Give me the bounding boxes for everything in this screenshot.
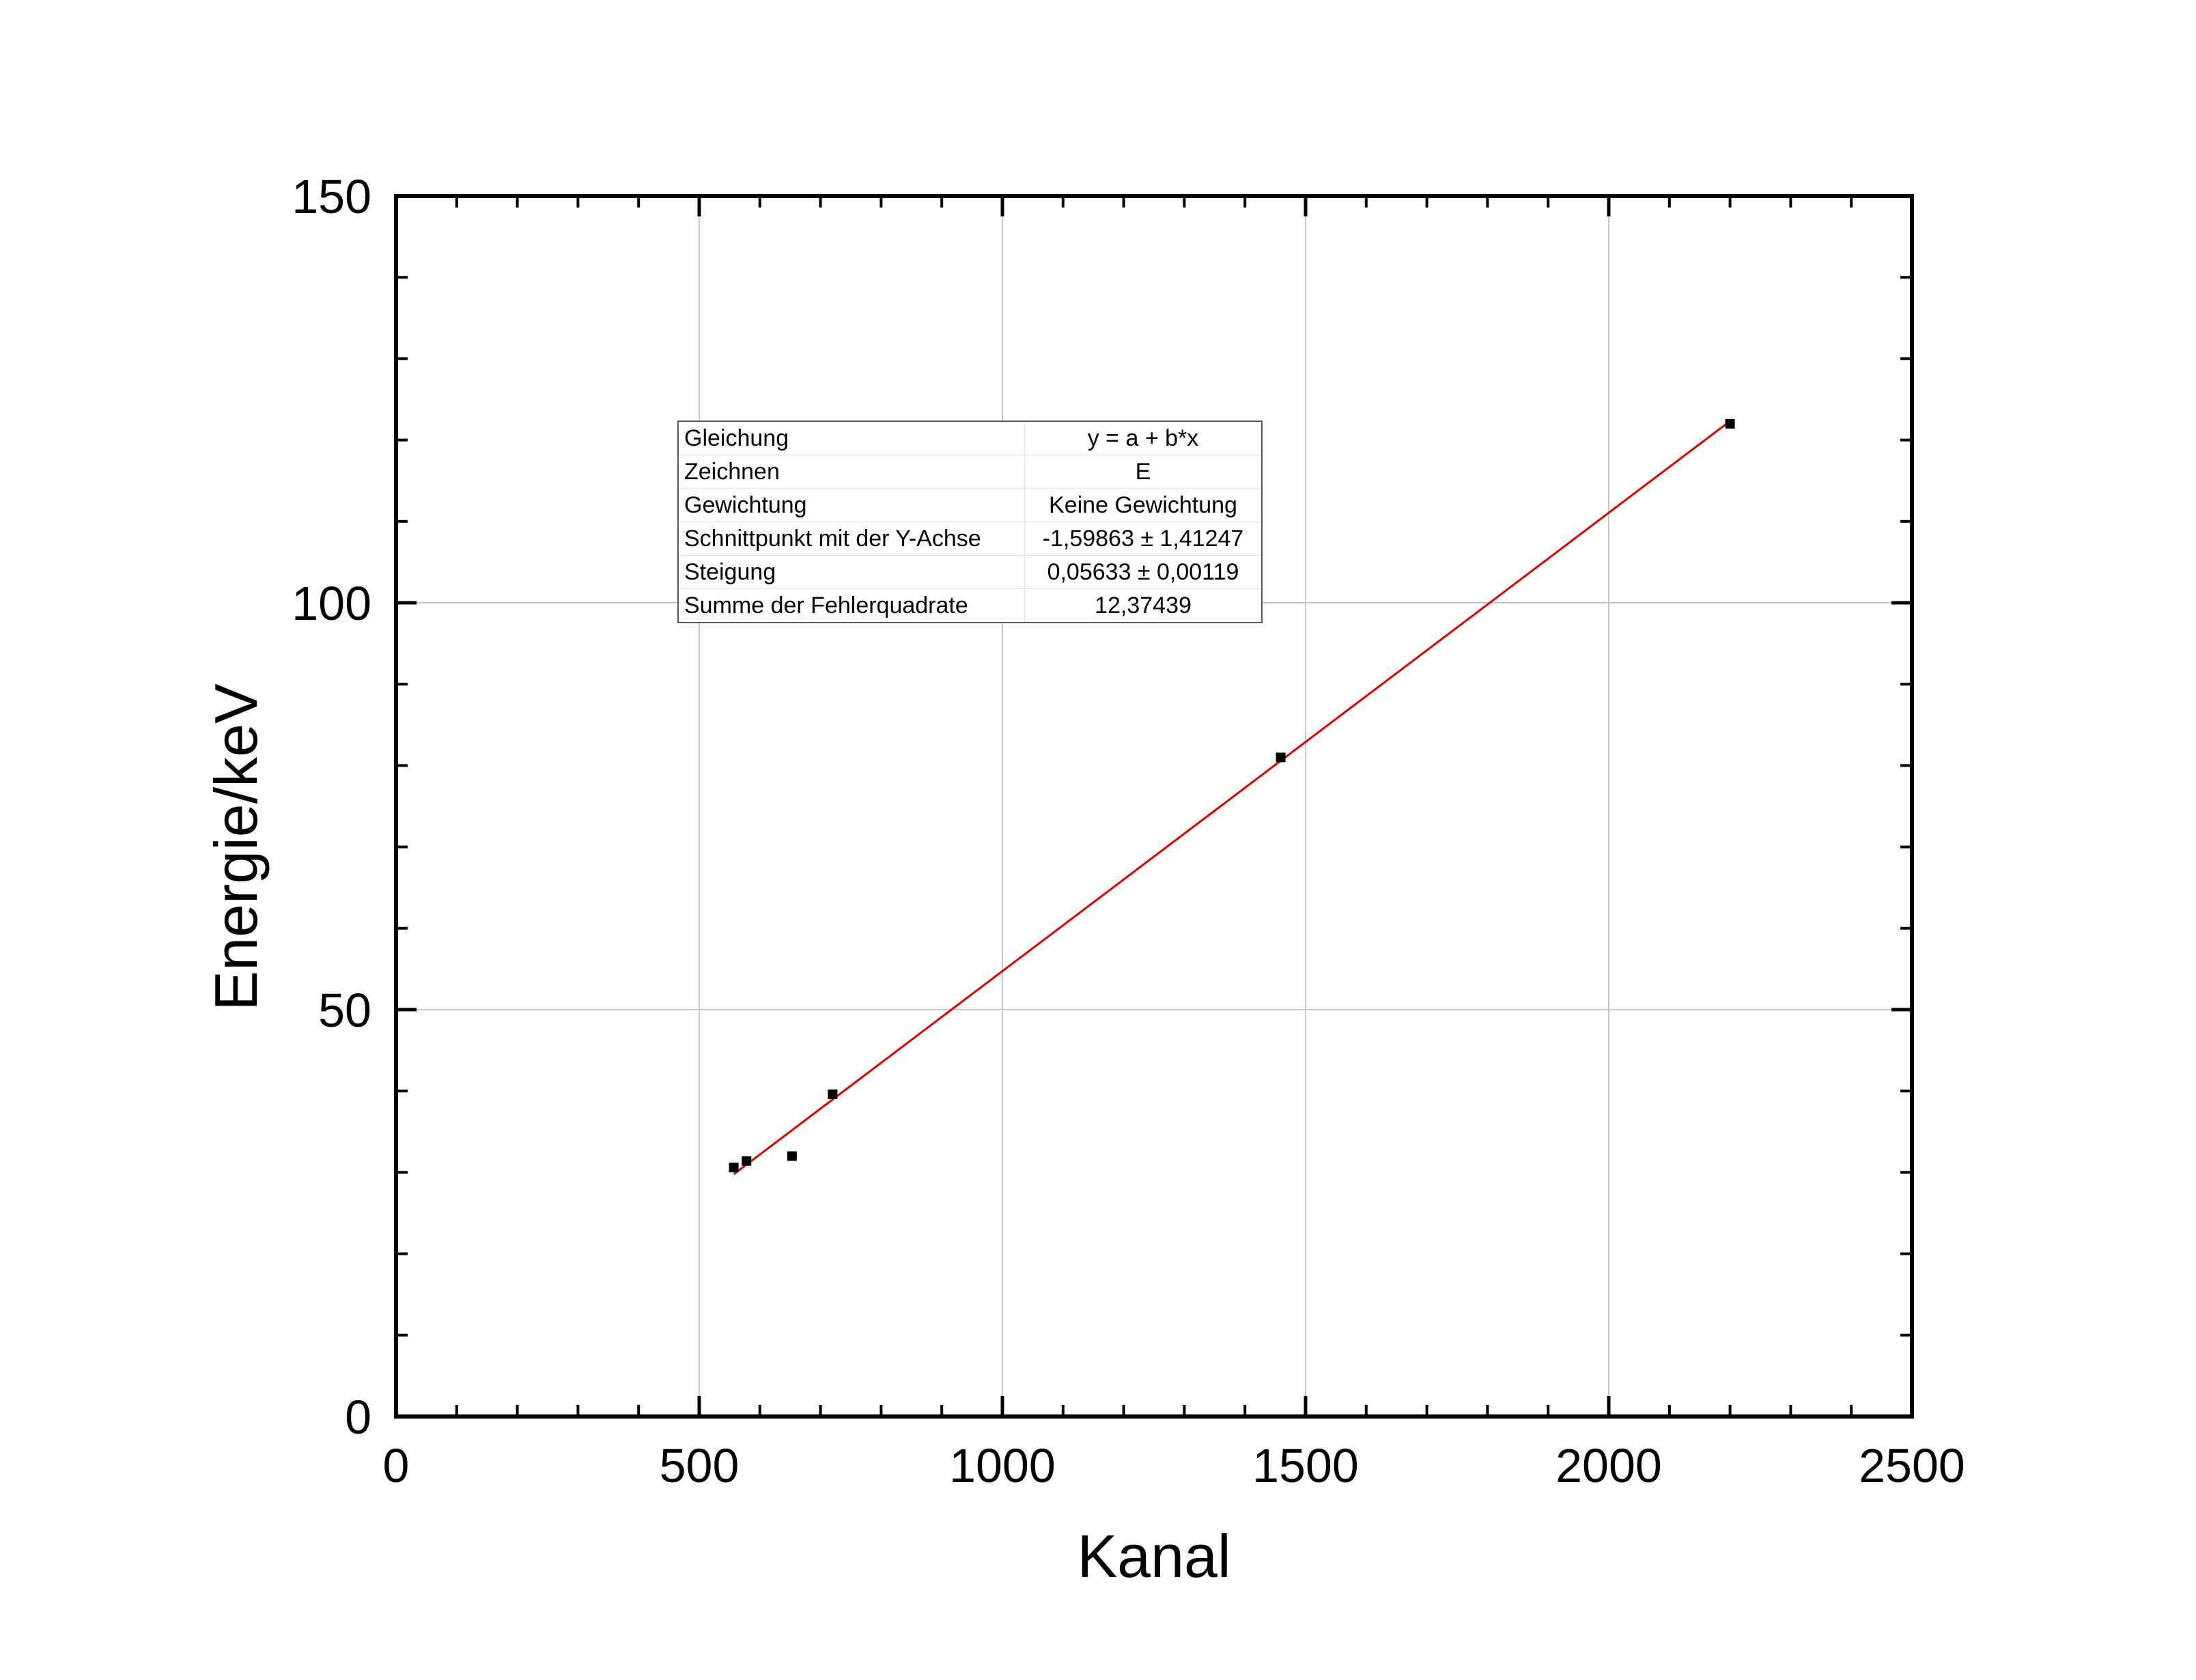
table-row: Gleichung y = a + b*x — [677, 421, 1263, 455]
x-tick-label: 0 — [383, 1439, 410, 1492]
fit-line — [733, 420, 1731, 1176]
fit-value: -1,59863 ± 1,41247 — [1024, 522, 1263, 556]
data-point — [828, 1089, 838, 1099]
data-point — [1725, 418, 1735, 429]
x-tick-label: 2500 — [1859, 1439, 1965, 1492]
fit-key: Steigung — [677, 555, 1025, 589]
x-tick-label: 1000 — [949, 1439, 1056, 1492]
data-point — [729, 1163, 739, 1173]
plot-frame — [394, 194, 1914, 1419]
table-row: Gewichtung Keine Gewichtung — [677, 488, 1263, 522]
table-row: Steigung 0,05633 ± 0,00119 — [677, 555, 1263, 589]
data-point — [787, 1151, 797, 1161]
table-row: Summe der Fehlerquadrate 12,37439 — [677, 588, 1263, 623]
fit-value: 0,05633 ± 0,00119 — [1024, 555, 1263, 589]
y-axis-title: Energie/keV — [202, 683, 270, 1011]
y-tick-label: 150 — [292, 170, 371, 223]
fit-value: y = a + b*x — [1024, 421, 1263, 455]
fit-value: Keine Gewichtung — [1024, 488, 1263, 522]
data-point — [742, 1156, 752, 1166]
y-tick-label: 0 — [345, 1391, 371, 1444]
table-row: Schnittpunkt mit der Y-Achse -1,59863 ± … — [677, 522, 1263, 556]
axis-ticks — [394, 194, 1914, 1419]
fit-key: Zeichnen — [677, 455, 1025, 489]
fit-value: E — [1024, 455, 1263, 489]
data-point — [1276, 752, 1286, 763]
data-points — [729, 418, 1735, 1173]
y-tick-label: 100 — [292, 577, 371, 630]
fit-line-group — [733, 420, 1731, 1176]
y-tick-labels: 0 50 100 150 — [292, 170, 371, 1444]
fit-key: Gewichtung — [677, 488, 1025, 522]
fit-key: Gleichung — [677, 421, 1025, 455]
y-tick-label: 50 — [318, 984, 371, 1037]
grid-lines — [396, 196, 1912, 1416]
x-tick-label: 2000 — [1556, 1439, 1662, 1492]
fit-key: Summe der Fehlerquadrate — [677, 588, 1025, 623]
x-axis-title: Kanal — [1077, 1522, 1230, 1590]
x-tick-labels: 0 500 1000 1500 2000 2500 — [383, 1439, 1965, 1492]
fit-value: 12,37439 — [1024, 588, 1263, 623]
table-row: Zeichnen E — [677, 455, 1263, 489]
x-tick-label: 1500 — [1252, 1439, 1359, 1492]
x-tick-label: 500 — [660, 1439, 740, 1492]
fit-key: Schnittpunkt mit der Y-Achse — [677, 522, 1025, 556]
fit-results-table: Gleichung y = a + b*x Zeichnen E Gewicht… — [677, 421, 1263, 623]
